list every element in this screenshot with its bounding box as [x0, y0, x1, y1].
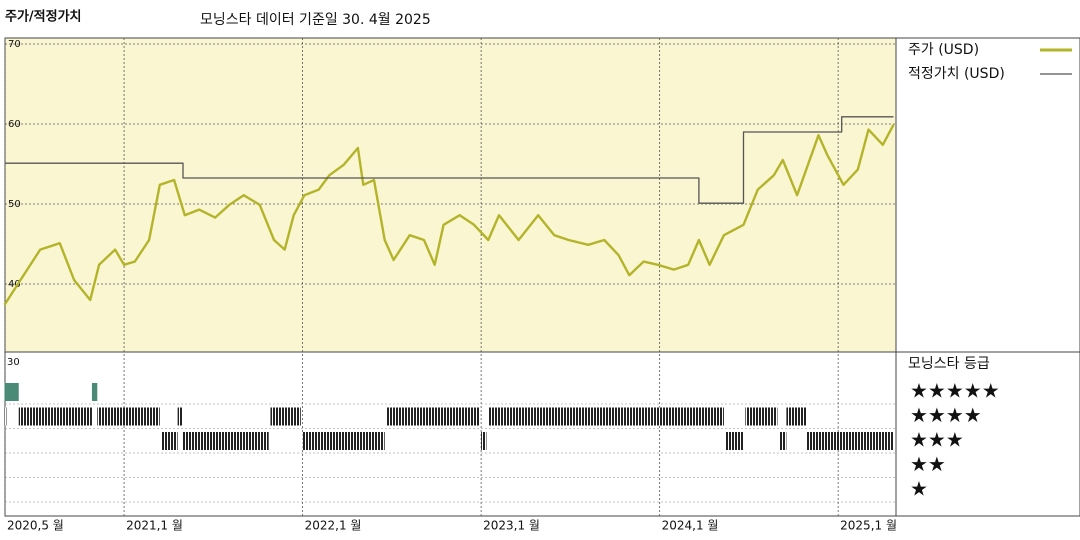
y-tick-label: 60 — [8, 119, 21, 130]
rating-bar — [4, 407, 7, 426]
legend-label: 주가 (USD) — [908, 42, 979, 58]
rating-bar — [97, 407, 160, 426]
rating-bar — [779, 432, 787, 450]
frame — [4, 37, 1080, 517]
rating-bar — [806, 432, 894, 450]
chart-title: 주가/적정가치 — [5, 9, 82, 25]
x-tick-label: 2025,1 월 — [840, 519, 897, 533]
rating-bar — [745, 407, 778, 426]
x-tick-label: 2021,1 월 — [126, 519, 183, 533]
y-tick-label: 40 — [8, 279, 21, 290]
rating-title: 모닝스타 등급 — [908, 356, 990, 372]
rating-label: ★★★ — [910, 428, 964, 452]
rating-note: 30 — [7, 357, 20, 368]
rating-bar — [786, 407, 807, 426]
rating-label: ★ — [910, 477, 928, 501]
x-tick-label: 2022,1 월 — [305, 519, 362, 533]
rating-bar — [488, 407, 724, 426]
rating-bar — [161, 432, 178, 450]
rating-label: ★★★★★ — [910, 379, 1000, 403]
y-tick-label: 50 — [8, 199, 21, 210]
rating-bar — [386, 407, 480, 426]
rating-label: ★★ — [910, 452, 946, 476]
line-series — [4, 116, 894, 204]
rating-bar — [182, 432, 269, 450]
y-tick-label: 70 — [8, 39, 21, 50]
legend-label: 적정가치 (USD) — [908, 66, 1005, 82]
rating-bar — [18, 407, 92, 426]
rating-bar — [725, 432, 744, 450]
chart-subtitle: 모닝스타 데이터 기준일 30. 4월 2025 — [200, 12, 431, 28]
x-tick-label: 2020,5 월 — [7, 519, 64, 533]
rating-bar — [177, 407, 183, 426]
x-tick-label: 2023,1 월 — [483, 519, 540, 533]
rating-bar — [302, 432, 385, 450]
plot-background — [5, 38, 896, 352]
rating-bar — [270, 407, 301, 426]
rating-label: ★★★★ — [910, 403, 982, 427]
rating-bar — [91, 383, 98, 401]
x-tick-label: 2024,1 월 — [662, 519, 719, 533]
rating-bar — [4, 383, 19, 401]
line-series — [3, 124, 895, 306]
rating-bar — [481, 432, 487, 450]
